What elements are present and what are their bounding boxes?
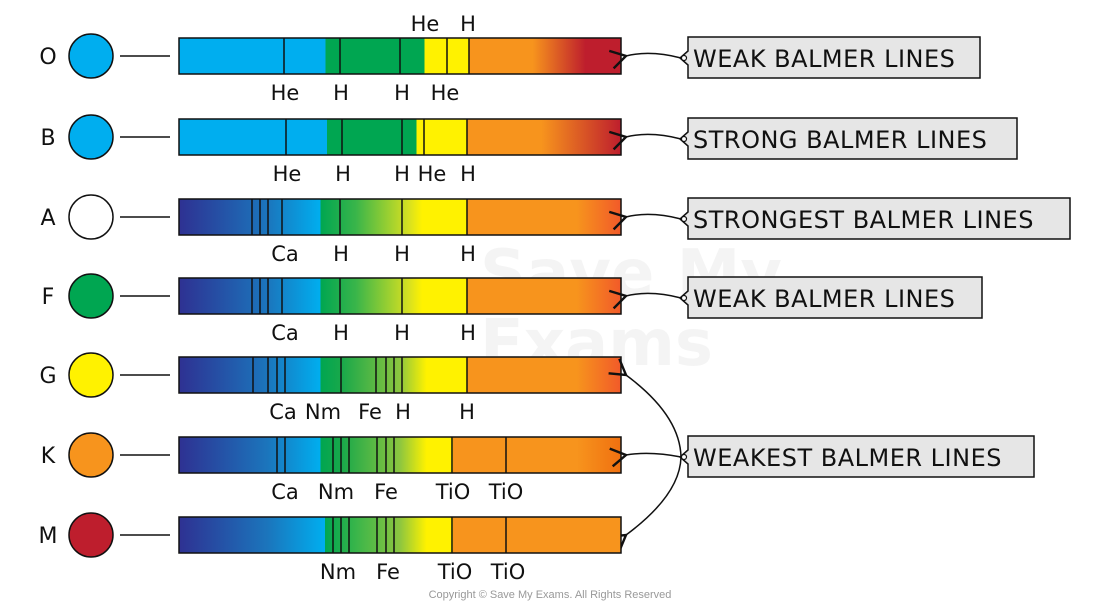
line-label: H: [460, 162, 476, 186]
callout-pin: [680, 54, 688, 62]
spectral-class-label: M: [39, 524, 58, 549]
spectral-row-G: G Ca Nm Fe H H: [39, 352, 622, 424]
spectral-class-label: G: [39, 364, 56, 389]
spectral-row-M: M Nm Fe TiO TiO: [39, 512, 622, 584]
line-label: Fe: [358, 400, 382, 424]
callout-K: WEAKEST BALMER LINES: [608, 358, 1035, 552]
line-label-above: H: [460, 12, 476, 36]
line-label: H: [394, 242, 410, 266]
copyright-text: Copyright © Save My Exams. All Rights Re…: [429, 589, 672, 601]
spectral-row-K: K Ca Nm Fe TiO TiO: [41, 432, 622, 504]
line-label: H: [333, 242, 349, 266]
line-label: H: [333, 321, 349, 345]
callout-arrow: [608, 456, 682, 552]
callout-text: WEAK BALMER LINES: [693, 285, 955, 313]
line-label: H: [394, 162, 410, 186]
star-circle: [68, 512, 114, 558]
callout-box: [678, 197, 1071, 240]
line-label-above: He: [411, 12, 440, 36]
line-label: Ca: [271, 321, 299, 345]
callout-box: [678, 117, 1018, 160]
line-label: He: [418, 162, 447, 186]
callout-A: STRONGEST BALMER LINES: [608, 197, 1071, 240]
spectrum-bar: [178, 118, 622, 156]
star-circle: [68, 273, 114, 319]
line-label: H: [459, 400, 475, 424]
spectral-class-label: K: [41, 444, 56, 469]
line-label: He: [271, 81, 300, 105]
line-label: Ca: [271, 242, 299, 266]
callout-arrow: [609, 447, 682, 468]
callout-arrow: [608, 210, 682, 231]
callout-box: [678, 435, 1035, 478]
spectrum-bar: [178, 277, 622, 315]
callout-B: STRONG BALMER LINES: [608, 117, 1018, 160]
spectral-class-label: A: [40, 206, 55, 231]
line-label: TiO: [437, 560, 473, 584]
callout-box: [678, 276, 983, 319]
line-label: Fe: [376, 560, 400, 584]
star-circle: [68, 432, 114, 478]
callout-pin: [680, 294, 688, 302]
callout-arrow: [608, 289, 682, 310]
spectral-row-B: B He H H He H: [40, 114, 622, 186]
line-label: Nm: [318, 480, 354, 504]
spectrum-bar: [178, 198, 622, 236]
line-label: Nm: [305, 400, 341, 424]
spectral-class-label: F: [42, 285, 55, 310]
callout-box: [678, 36, 981, 79]
spectral-row-A: A Ca H H H: [40, 194, 622, 266]
callout-arrow: [608, 49, 682, 70]
spectral-row-F: F Ca H H H: [42, 273, 622, 345]
line-label: He: [431, 81, 460, 105]
callout-pin: [680, 135, 688, 143]
callout-arrow: [608, 358, 682, 458]
line-label: H: [460, 321, 476, 345]
line-label: Fe: [374, 480, 398, 504]
line-label: He: [273, 162, 302, 186]
line-label: H: [460, 242, 476, 266]
line-label: TiO: [488, 480, 524, 504]
callout-text: WEAK BALMER LINES: [693, 45, 955, 73]
callout-text: STRONG BALMER LINES: [693, 126, 987, 154]
star-circle: [68, 352, 114, 398]
callout-F: WEAK BALMER LINES: [608, 276, 983, 319]
spectrum-bar: [178, 436, 622, 474]
line-label: TiO: [435, 480, 471, 504]
spectral-row-O: O He H H He He H: [39, 12, 622, 105]
line-label: TiO: [490, 560, 526, 584]
line-label: H: [333, 81, 349, 105]
star-circle: [68, 33, 114, 79]
callout-pin: [680, 215, 688, 223]
callout-arrow: [608, 130, 682, 151]
line-label: Nm: [320, 560, 356, 584]
spectrum-bar: [178, 516, 622, 554]
spectral-class-label: B: [40, 126, 55, 151]
line-label: H: [395, 400, 411, 424]
line-label: H: [394, 81, 410, 105]
star-circle: [68, 194, 114, 240]
line-label: H: [335, 162, 351, 186]
spectrum-bar: [178, 356, 622, 394]
callout-text: STRONGEST BALMER LINES: [693, 206, 1034, 234]
star-circle: [68, 114, 114, 160]
callout-pin: [680, 453, 688, 461]
callout-text: WEAKEST BALMER LINES: [693, 444, 1002, 472]
line-label: Ca: [271, 480, 299, 504]
line-label: H: [394, 321, 410, 345]
line-label: Ca: [269, 400, 297, 424]
callout-O: WEAK BALMER LINES: [608, 36, 981, 79]
spectral-class-label: O: [39, 45, 56, 70]
